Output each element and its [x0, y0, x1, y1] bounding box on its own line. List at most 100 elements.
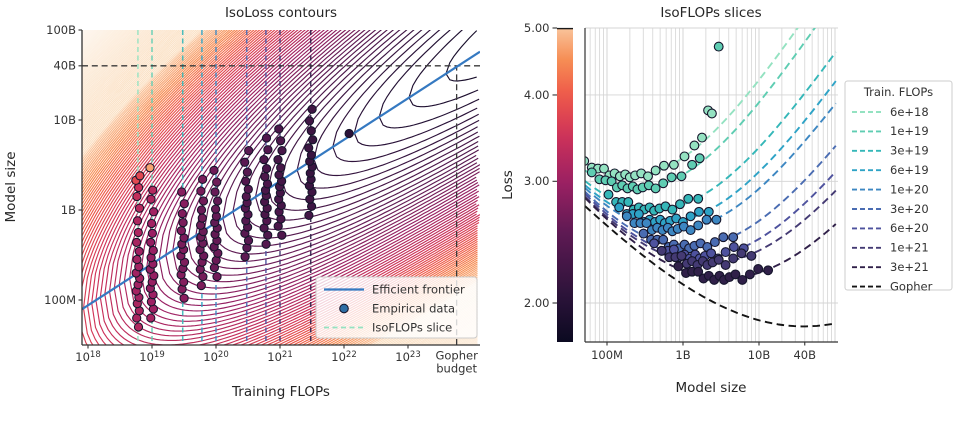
empirical-point — [643, 171, 653, 182]
empirical-point — [197, 174, 208, 185]
clipped-area — [585, 28, 837, 328]
empirical-point — [177, 187, 187, 197]
empirical-point — [244, 145, 254, 156]
legend-label: Empirical data — [372, 301, 455, 315]
empirical-point — [196, 280, 206, 291]
contour-line — [82, 30, 180, 131]
contour-line — [82, 30, 279, 287]
empirical-point — [304, 116, 315, 126]
contour-line — [82, 30, 158, 108]
contour-line — [82, 30, 211, 166]
empirical-point — [263, 230, 273, 240]
contour-line — [406, 302, 478, 345]
y-tick-label: 100M — [44, 293, 76, 307]
contour-line — [82, 30, 207, 160]
empirical-point — [709, 237, 720, 248]
empirical-point — [146, 237, 156, 248]
empirical-point — [209, 165, 219, 176]
empirical-point — [197, 213, 207, 223]
empirical-point — [277, 230, 287, 240]
colorbar-tick-label: 5.00 — [524, 21, 550, 35]
contour-line — [403, 300, 478, 345]
empirical-point — [676, 171, 687, 182]
left-legend-box — [315, 276, 478, 339]
empirical-point — [198, 196, 209, 206]
empirical-point — [277, 145, 287, 156]
empirical-point — [606, 176, 617, 187]
empirical-point — [146, 194, 156, 204]
contour-line — [408, 30, 479, 108]
empirical-point — [658, 234, 669, 245]
colorbar-loss-label: Loss — [500, 170, 516, 200]
contour-line — [82, 30, 168, 118]
legend-label: IsoFLOPs slice — [372, 320, 452, 334]
colorbar-tick-label: 2.00 — [524, 296, 550, 310]
empirical-point — [713, 41, 724, 52]
contour-line — [82, 30, 233, 194]
x-tick-label: 1022 — [331, 350, 356, 364]
right-xaxis-label: Model size — [675, 380, 746, 396]
isoloss-contours-chart: 100B 40B 10B 1B 100M 1018 1019 1020 1021 1022 1023… — [3, 5, 480, 400]
legend-label: Gopher — [890, 279, 933, 293]
legend-label: 3e+21 — [890, 260, 929, 274]
empirical-point — [240, 157, 250, 167]
empirical-point — [135, 171, 145, 181]
empirical-point — [263, 145, 273, 155]
empirical-point — [675, 199, 685, 210]
contour-line — [82, 30, 270, 256]
legend-label: 1e+19 — [890, 124, 929, 138]
empirical-point — [261, 239, 271, 249]
isoflop-curve — [585, 145, 837, 248]
contour-line — [82, 30, 216, 172]
empirical-point — [212, 271, 222, 282]
empirical-point — [599, 163, 609, 174]
empirical-point — [694, 206, 704, 217]
contour-line — [82, 30, 182, 133]
empirical-point — [145, 163, 155, 173]
contour-line — [82, 30, 176, 126]
empirical-point — [668, 159, 679, 170]
empirical-point — [650, 183, 661, 194]
x-tick-label: 1B — [675, 348, 690, 362]
empirical-point — [603, 189, 614, 200]
empirical-point — [134, 246, 144, 257]
empirical-point — [659, 160, 669, 171]
empirical-point — [679, 151, 690, 162]
empirical-point — [148, 207, 159, 217]
x-tick-label: 100M — [591, 348, 623, 362]
x-tick-label: 40B — [793, 348, 816, 362]
empirical-point — [146, 218, 157, 229]
empirical-point — [586, 167, 597, 178]
contour-line — [82, 30, 198, 150]
y-tick-label: 10B — [53, 113, 76, 127]
empirical-point — [147, 228, 158, 239]
empirical-point — [746, 250, 757, 261]
right-chart-title: IsoFLOPs slices — [660, 5, 761, 21]
x-tick-label: 1021 — [267, 350, 292, 364]
empirical-point — [641, 218, 652, 229]
empirical-point — [685, 211, 696, 222]
x-tick-label: 10B — [748, 348, 771, 362]
empirical-point — [649, 238, 660, 249]
empirical-point — [134, 203, 145, 213]
empirical-point — [242, 167, 253, 177]
empirical-point — [720, 260, 731, 270]
gopher-budget-label: budget — [436, 362, 477, 376]
empirical-point — [667, 204, 678, 215]
isoflops-plot-area: 100M 1B 10B 40B 5.00 4.00 3.00 2.00 Train. FLOPs… — [524, 21, 953, 362]
empirical-point — [259, 154, 269, 165]
empirical-point — [210, 187, 220, 197]
contour-line — [82, 30, 172, 122]
contour-line — [82, 30, 244, 209]
isoloss-plot-area: 100B 40B 10B 1B 100M 1018 1019 1020 1021 1022 1023… — [44, 23, 480, 376]
legend-label: 3e+19 — [890, 144, 929, 158]
legend-label: 6e+20 — [890, 221, 929, 235]
contour-line — [82, 30, 250, 217]
contour-line — [82, 30, 236, 198]
empirical-point — [614, 202, 625, 213]
contour-line — [82, 30, 170, 120]
contour-line — [82, 30, 247, 213]
x-tick-label: 1019 — [139, 350, 164, 364]
empirical-point — [243, 184, 253, 194]
empirical-point — [196, 205, 207, 215]
